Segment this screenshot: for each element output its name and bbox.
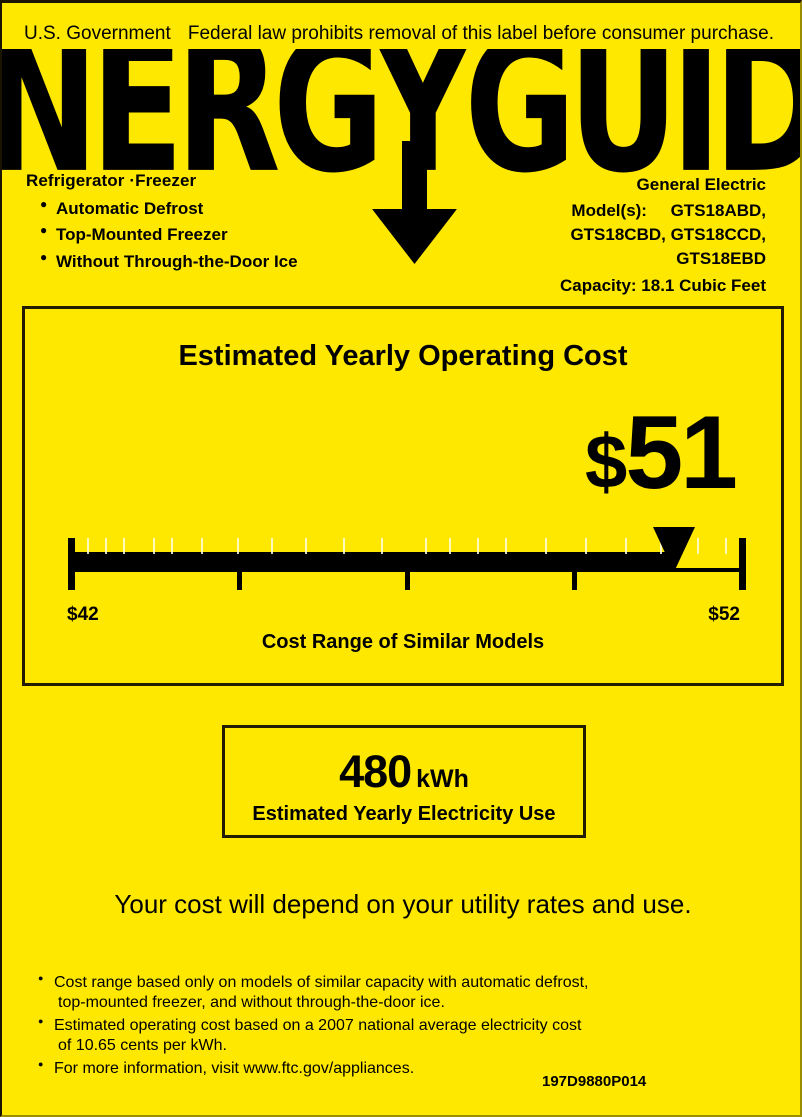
range-caption: Cost Range of Similar Models [261,631,545,653]
energyguide-wordmark: ENERGYGUIDE [2,49,802,264]
cost-amount: 51 [625,395,738,511]
scale-major-tick [739,572,744,590]
range-low-label: $42 [67,604,99,625]
cost-range-scale-graphic [68,527,746,590]
model-line-3: GTS18EBD [676,249,766,269]
government-label: U.S. Government [24,23,171,44]
fine-print-item-3-line-1: For more information, visit www.ftc.gov/… [54,1059,415,1077]
fine-print-item-1-line-2: top-mounted freezer, and without through… [58,994,445,1012]
fine-print-item-2-line-2: of 10.65 cents per kWh. [58,1037,227,1055]
product-feature: Top-Mounted Freezer [40,221,376,248]
scale-left-endcap [68,538,75,590]
range-high-label: $52 [708,604,740,625]
currency-symbol: $ [585,420,627,505]
product-type: Refrigerator ·Freezer [26,171,197,190]
product-feature-list: Automatic Defrost Top-Mounted Freezer Wi… [26,195,376,275]
model-line-1: Model(s): GTS18ABD, [571,201,766,220]
legal-notice: Federal law prohibits removal of this la… [187,23,774,44]
capacity-line: Capacity: 18.1 Cubic Feet [560,276,766,296]
scale-major-tick [572,572,577,590]
header-row: U.S. Government Federal law prohibits re… [2,23,800,49]
fine-print-item-3: For more information, visit www.ftc.gov/… [38,1059,738,1079]
scale-major-tick [237,572,242,590]
energyguide-logo-icon: ENERGYGUIDE [2,49,802,264]
scale-major-tick [405,572,410,590]
part-number: 197D9880P014 [542,1073,647,1090]
electricity-use-value-display: 480 kWh [225,746,583,798]
electricity-use-unit: kWh [416,765,469,793]
scale-remainder-bar [673,568,745,572]
scale-right-endcap [739,538,746,590]
cost-disclaimer: Your cost will depend on your utility ra… [114,889,692,919]
fine-print-item-1-line-1: Cost range based only on models of simil… [54,974,589,991]
svg-text:ENERGYGUIDE: ENERGYGUIDE [2,49,802,214]
cost-marker-pointer [653,527,695,572]
scale-minor-ticks [87,538,727,554]
scale-filled-bar [70,552,673,572]
brand-model-block: General Electric Model(s): GTS18ABD, GTS… [426,175,766,296]
electricity-use-value: 480 [339,746,412,797]
cost-range-scale [25,524,781,609]
product-feature: Without Through-the-Door Ice [40,248,376,275]
fine-print-block: Cost range based only on models of simil… [38,973,738,1081]
scale-major-tick [70,572,75,590]
model-line-2: GTS18CBD, GTS18CCD, [570,225,766,245]
estimated-yearly-electricity-use-box: 480 kWh Estimated Yearly Electricity Use [222,725,586,838]
fine-print-item-2: Estimated operating cost based on a 2007… [38,1016,738,1057]
electricity-use-caption: Estimated Yearly Electricity Use [252,803,556,825]
product-description: Refrigerator ·Freezer Automatic Defrost … [26,171,376,275]
product-feature: Automatic Defrost [40,195,376,222]
fine-print-item-1: Cost range based only on models of simil… [38,973,738,1014]
estimated-cost-value-display: $51 [585,401,738,505]
cost-panel-title: Estimated Yearly Operating Cost [178,340,628,372]
brand-name: General Electric [636,175,766,194]
estimated-yearly-operating-cost-panel: Estimated Yearly Operating Cost $51 [22,306,784,686]
fine-print-item-2-line-1: Estimated operating cost based on a 2007… [54,1016,582,1034]
fine-print-list: Cost range based only on models of simil… [38,973,738,1079]
